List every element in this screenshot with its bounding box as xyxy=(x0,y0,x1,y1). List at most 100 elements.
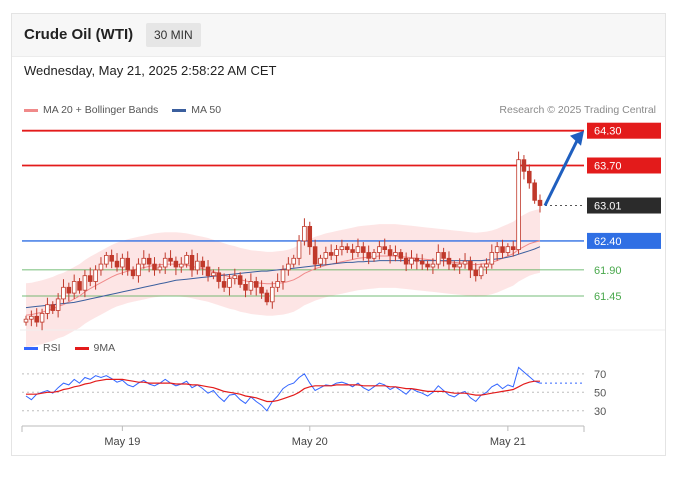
candle xyxy=(280,265,286,290)
candle-body xyxy=(505,246,511,253)
candle xyxy=(93,265,98,290)
candle xyxy=(403,252,409,272)
candle-body xyxy=(87,275,93,282)
candle xyxy=(286,257,291,276)
candle xyxy=(55,293,61,318)
ma20-legend-label: MA 20 + Bollinger Bands xyxy=(43,104,159,116)
candle xyxy=(409,250,414,269)
candle xyxy=(120,253,125,276)
candle xyxy=(307,221,313,255)
rsi-legend: RSI 9MA xyxy=(24,342,115,354)
candle-body xyxy=(168,257,173,262)
candle-body xyxy=(500,246,505,253)
candle xyxy=(61,279,66,304)
candle-body xyxy=(227,278,232,288)
level-label-63-70: 63.70 xyxy=(594,161,622,173)
candle xyxy=(141,250,147,269)
candle-body xyxy=(350,249,355,253)
candle xyxy=(23,315,29,326)
candle-body xyxy=(521,159,527,172)
candle-body xyxy=(195,260,200,271)
candle-body xyxy=(457,263,462,268)
candle xyxy=(452,260,457,271)
candle-body xyxy=(393,252,398,256)
candle xyxy=(82,269,88,298)
ma50-legend-swatch xyxy=(172,108,187,112)
price-legend: MA 20 + Bollinger Bands MA 50 xyxy=(24,104,221,116)
candle xyxy=(184,251,189,268)
candle xyxy=(200,256,205,276)
candle-body xyxy=(82,275,88,291)
chart-card: Crude Oil (WTI) 30 MIN xyxy=(11,13,666,456)
candle xyxy=(355,238,361,258)
candle xyxy=(393,245,398,262)
candle-body xyxy=(98,263,104,271)
candle-body xyxy=(259,286,264,294)
candle-body xyxy=(189,254,195,271)
candle xyxy=(243,278,248,298)
candle xyxy=(435,244,441,269)
candle-body xyxy=(328,252,334,256)
candle xyxy=(398,249,404,262)
candle xyxy=(361,242,366,261)
candle-body xyxy=(307,225,313,248)
candle-body xyxy=(120,257,125,268)
candle xyxy=(104,251,109,268)
instrument-title: Crude Oil (WTI) xyxy=(24,26,134,43)
candle xyxy=(419,254,425,270)
candle xyxy=(494,242,500,261)
candle-body xyxy=(452,263,457,268)
candle xyxy=(462,253,468,269)
candle-body xyxy=(66,286,72,294)
candle xyxy=(382,238,388,255)
candle xyxy=(344,243,350,254)
candle-body xyxy=(494,246,500,253)
candle xyxy=(457,258,462,274)
candle xyxy=(302,218,307,246)
candle xyxy=(114,253,120,272)
candle-body xyxy=(414,257,420,262)
candle-body xyxy=(55,298,61,311)
research-credit: Research © 2025 Trading Central xyxy=(499,104,656,116)
candle xyxy=(296,235,302,266)
candle-body xyxy=(93,269,98,282)
level-label-62-40: 62.40 xyxy=(594,236,622,248)
candle xyxy=(484,258,489,274)
candle-body xyxy=(29,315,34,320)
candle-body xyxy=(468,260,473,271)
candle-body xyxy=(205,266,211,277)
candle-body xyxy=(296,240,302,259)
candle-body xyxy=(344,246,350,250)
level-tag-62-40 xyxy=(587,232,661,249)
candle xyxy=(473,262,479,282)
candle-body xyxy=(264,292,270,303)
candle-body xyxy=(532,182,537,201)
candle xyxy=(253,276,259,296)
candle xyxy=(189,249,195,277)
candle xyxy=(425,260,430,271)
candle xyxy=(264,289,270,306)
candle-body xyxy=(419,260,425,265)
candle xyxy=(500,239,505,259)
candle xyxy=(66,282,72,302)
candle-body xyxy=(361,246,366,253)
level-tag-64-30 xyxy=(587,122,661,139)
candle-body xyxy=(136,263,141,277)
candle xyxy=(87,267,93,287)
projection-arrow-head xyxy=(570,130,584,146)
candle-body xyxy=(382,246,388,250)
candle xyxy=(178,257,184,273)
level-label-61-90: 61.90 xyxy=(594,265,622,277)
candle-body xyxy=(232,275,238,280)
candle xyxy=(532,179,537,204)
candle-body xyxy=(61,286,66,300)
timeframe-badge[interactable]: 30 MIN xyxy=(146,23,201,47)
candle-body xyxy=(323,252,329,259)
candle xyxy=(328,244,334,261)
candle-body xyxy=(173,260,179,268)
candle xyxy=(205,260,211,282)
candle-body xyxy=(510,246,516,250)
projection-arrow-shaft xyxy=(543,138,580,207)
candle-body xyxy=(253,281,259,288)
candle-body xyxy=(441,252,446,259)
